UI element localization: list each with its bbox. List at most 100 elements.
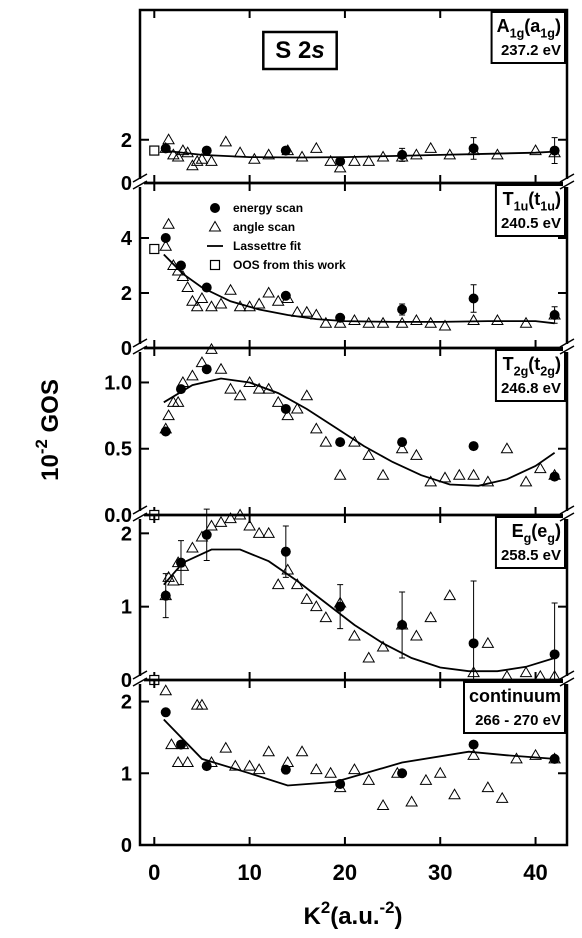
angle-point xyxy=(162,409,175,421)
legend-label: energy scan xyxy=(233,201,303,215)
angle-point xyxy=(181,756,195,767)
angle-point xyxy=(424,611,438,623)
angle-point xyxy=(319,435,333,447)
angle-point xyxy=(195,530,209,542)
fit-line xyxy=(163,718,555,787)
energy-point xyxy=(160,233,171,243)
oos-point xyxy=(149,145,160,156)
text-part-text: 10 xyxy=(37,454,64,481)
angle-point xyxy=(162,133,175,145)
fit-line xyxy=(163,548,555,673)
energy-point xyxy=(280,546,291,557)
legend-swatch xyxy=(208,220,222,232)
x-axis-title: K2(a.u.-2) xyxy=(304,898,403,930)
energy-point xyxy=(397,620,408,630)
angle-point xyxy=(205,154,218,166)
energy-point xyxy=(397,304,408,315)
text-part-italic: s xyxy=(311,37,324,64)
text-part-text: ) xyxy=(555,354,561,374)
energy-point xyxy=(280,764,291,775)
text-part-sub: 1g xyxy=(510,26,525,40)
angle-point xyxy=(205,519,218,531)
symmetry-box: continuum 266 - 270 eV xyxy=(463,681,566,734)
angle-point xyxy=(162,217,175,229)
angle-point xyxy=(491,314,504,325)
energy-label: 240.5 eV xyxy=(501,215,561,232)
angle-point xyxy=(548,308,561,320)
angle-point xyxy=(376,640,390,652)
legend-swatch xyxy=(210,203,220,213)
symmetry-label: T1u(t1u) xyxy=(503,189,561,213)
panel-frame xyxy=(138,678,569,847)
angle-point xyxy=(166,259,180,270)
angle-point xyxy=(195,698,209,710)
angle-point xyxy=(395,618,409,630)
fit-line xyxy=(163,253,555,325)
angle-point xyxy=(159,684,173,696)
symmetry-label: continuum xyxy=(469,686,561,706)
energy-point xyxy=(335,437,346,448)
angle-point xyxy=(190,300,204,312)
legend-swatch xyxy=(209,259,221,271)
angle-point xyxy=(495,791,509,803)
angle-point xyxy=(548,468,561,480)
angle-point xyxy=(376,468,390,480)
text-part-sub: g xyxy=(524,531,532,545)
title-frame xyxy=(262,30,338,71)
energy-point xyxy=(468,441,479,452)
energy-point xyxy=(160,426,171,437)
text-part-text: continuum xyxy=(469,686,561,706)
angle-point xyxy=(424,141,438,153)
angle-point xyxy=(228,759,242,771)
angle-point xyxy=(362,651,376,663)
angle-point xyxy=(181,146,195,158)
text-part-text: (e xyxy=(531,521,547,541)
angle-point xyxy=(219,135,233,147)
y-tick-label: 2 xyxy=(121,283,132,305)
text-part-sub: g xyxy=(547,531,555,545)
x-tick-label: 10 xyxy=(237,860,261,885)
angle-point xyxy=(438,471,452,483)
axis-break-gap xyxy=(563,676,571,684)
symmetry-box: A1g(a1g)237.2 eV xyxy=(490,11,566,64)
energy-label: 266 - 270 eV xyxy=(475,712,561,729)
symmetry-box-frame xyxy=(463,681,566,734)
text-part-sub: 1g xyxy=(540,26,555,40)
y-tick-label: 0.5 xyxy=(104,439,132,461)
axis-break xyxy=(559,670,575,687)
legend-label: OOS from this work xyxy=(233,258,346,272)
y-tick-label: 2 xyxy=(121,130,132,152)
text-part-sub: 1u xyxy=(514,199,529,213)
angle-point xyxy=(319,611,333,623)
angle-point xyxy=(309,763,323,775)
axis-break xyxy=(132,338,148,355)
angle-point xyxy=(205,300,218,312)
symmetry-box: T2g(t2g)246.8 eV xyxy=(494,349,566,402)
y-tick-label: 0 xyxy=(121,338,132,360)
axis-break xyxy=(132,173,148,190)
energy-label: 237.2 eV xyxy=(501,42,561,59)
angle-point xyxy=(214,515,228,527)
legend-label: Lassettre fit xyxy=(233,239,301,253)
y-tick-label: 0 xyxy=(121,835,132,857)
angle-point xyxy=(165,738,178,750)
text-part-sup: -2 xyxy=(380,898,395,917)
angle-point xyxy=(348,629,361,641)
angle-point xyxy=(300,592,314,604)
angle-point xyxy=(348,314,361,325)
angle-point xyxy=(519,316,533,328)
y-tick-label: 1 xyxy=(121,763,132,785)
angle-point xyxy=(190,154,204,166)
y-tick-label: 2 xyxy=(121,523,132,545)
angle-point xyxy=(519,475,533,487)
axis-break xyxy=(559,338,575,355)
angle-point xyxy=(309,422,323,434)
y-tick-label: 0.0 xyxy=(104,505,132,527)
angle-point xyxy=(181,281,195,292)
angle-point xyxy=(171,556,185,568)
angle-point xyxy=(448,788,461,800)
angle-point xyxy=(519,666,533,678)
y-tick-label: 0 xyxy=(121,670,132,692)
angle-point xyxy=(362,448,376,460)
angle-point xyxy=(348,763,361,775)
